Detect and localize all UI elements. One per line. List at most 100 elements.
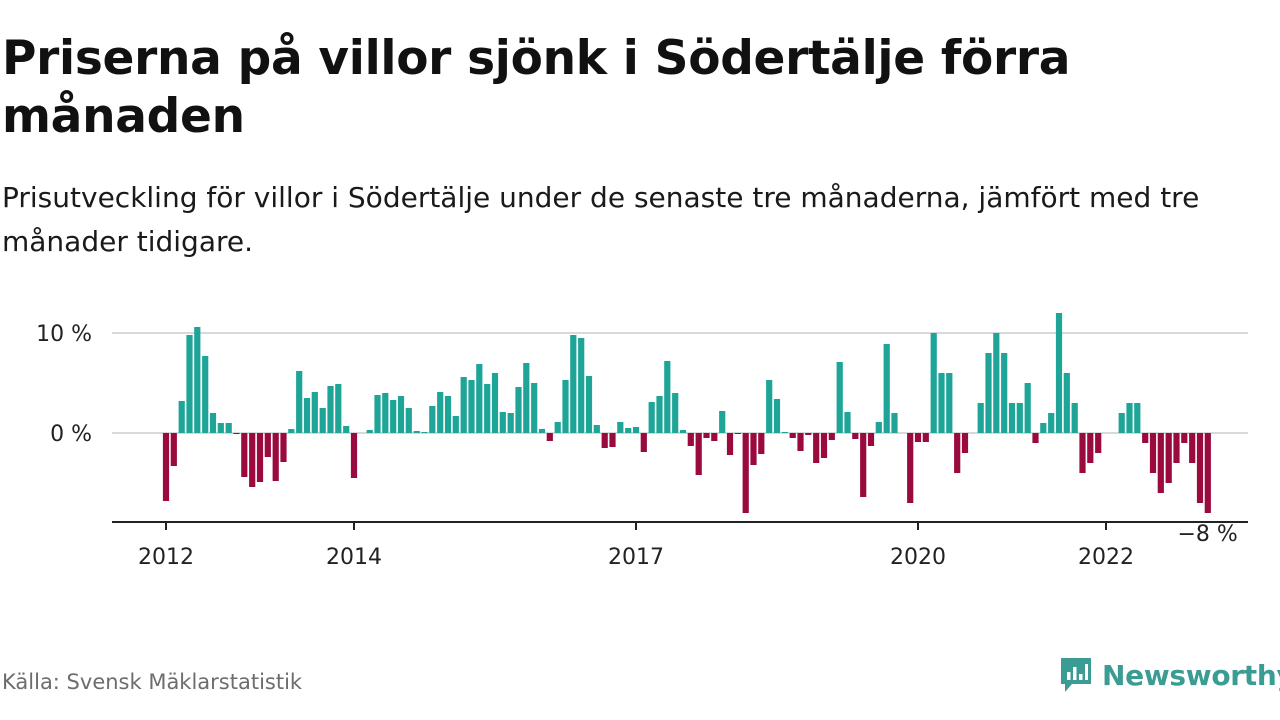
bar (429, 406, 436, 433)
bar (1016, 403, 1023, 433)
brand-logo[interactable]: Newsworthy (1058, 653, 1280, 697)
bar (977, 403, 984, 433)
bar (789, 433, 796, 438)
bar (350, 433, 358, 478)
bar (617, 422, 624, 433)
bar (687, 433, 694, 446)
bar (625, 428, 632, 433)
bar (1008, 403, 1016, 433)
bar (1189, 433, 1196, 463)
bar (1157, 433, 1164, 493)
bar (883, 344, 890, 433)
bar (907, 433, 914, 503)
bar (648, 402, 655, 433)
bar (452, 416, 459, 433)
bar (961, 433, 969, 453)
bar (679, 430, 687, 433)
bar (1204, 433, 1211, 513)
bar (632, 427, 640, 433)
bar (711, 433, 718, 441)
bar (366, 430, 373, 433)
bar (209, 413, 217, 433)
bar (1165, 433, 1172, 483)
bar (515, 387, 522, 433)
bar (1149, 433, 1157, 473)
bar (249, 433, 256, 487)
bar (1095, 433, 1102, 453)
bar (867, 433, 875, 446)
bar (1126, 403, 1133, 433)
bar (311, 392, 318, 433)
bar (162, 433, 170, 501)
bar (1063, 373, 1070, 433)
bar-chart: 2012 2014 2017 2020 2022 10 % 0 % −8 % (36, 313, 1248, 570)
bar (335, 384, 342, 433)
bar (719, 411, 726, 433)
bar (703, 433, 710, 438)
chart-title: Priserna på villor sjönk i Södertälje fö… (2, 31, 1071, 144)
bar (820, 433, 828, 458)
bar (750, 433, 757, 465)
bar (382, 393, 389, 433)
bar (523, 363, 530, 433)
bar (280, 433, 287, 462)
bar (742, 433, 749, 513)
bar (327, 386, 334, 433)
bar (1196, 433, 1204, 503)
bar (476, 364, 483, 433)
bar (241, 433, 248, 477)
bar (601, 433, 608, 448)
bar (836, 362, 843, 433)
y-tick-label: 10 % (36, 322, 92, 347)
bar (773, 399, 781, 433)
bar (891, 413, 898, 433)
bar (585, 376, 593, 433)
bar (664, 361, 671, 433)
bar (390, 400, 397, 433)
bar (758, 433, 765, 454)
bar (852, 433, 859, 439)
bar (930, 333, 937, 433)
bar (985, 353, 992, 433)
bar (1040, 423, 1047, 433)
bar (538, 429, 546, 433)
x-tick-label: 2012 (138, 545, 194, 570)
bar (734, 433, 741, 434)
bar (256, 433, 264, 482)
bar (1087, 433, 1094, 463)
bar (194, 327, 201, 433)
bar (491, 373, 499, 433)
bar (374, 395, 381, 433)
brand-name: Newsworthy (1102, 658, 1280, 692)
bar (875, 422, 882, 433)
y-tick-label: 0 % (50, 422, 92, 447)
x-tick-label: 2020 (890, 545, 946, 570)
source-note: Källa: Svensk Mäklarstatistik (2, 670, 303, 694)
bar (186, 335, 193, 433)
bar (437, 392, 444, 433)
newsworthy-logo-icon (1061, 658, 1091, 692)
bar (178, 401, 185, 433)
bar (672, 393, 679, 433)
bar (288, 429, 295, 433)
x-tick-label: 2022 (1078, 545, 1134, 570)
bar (484, 384, 491, 433)
bar (570, 335, 577, 433)
x-tick-label: 2017 (608, 545, 664, 570)
bar (264, 433, 271, 457)
bar (413, 431, 420, 433)
bar (554, 422, 561, 433)
bar (202, 356, 209, 433)
bar (1024, 383, 1031, 433)
bar (468, 380, 475, 433)
bar (922, 433, 929, 442)
bar (993, 333, 1000, 433)
bar (1001, 353, 1008, 433)
bar (844, 412, 851, 433)
bar (593, 425, 600, 433)
bar (938, 373, 945, 433)
bar (805, 433, 812, 435)
bar (695, 433, 702, 475)
bar (343, 426, 350, 433)
bars (162, 313, 1211, 513)
